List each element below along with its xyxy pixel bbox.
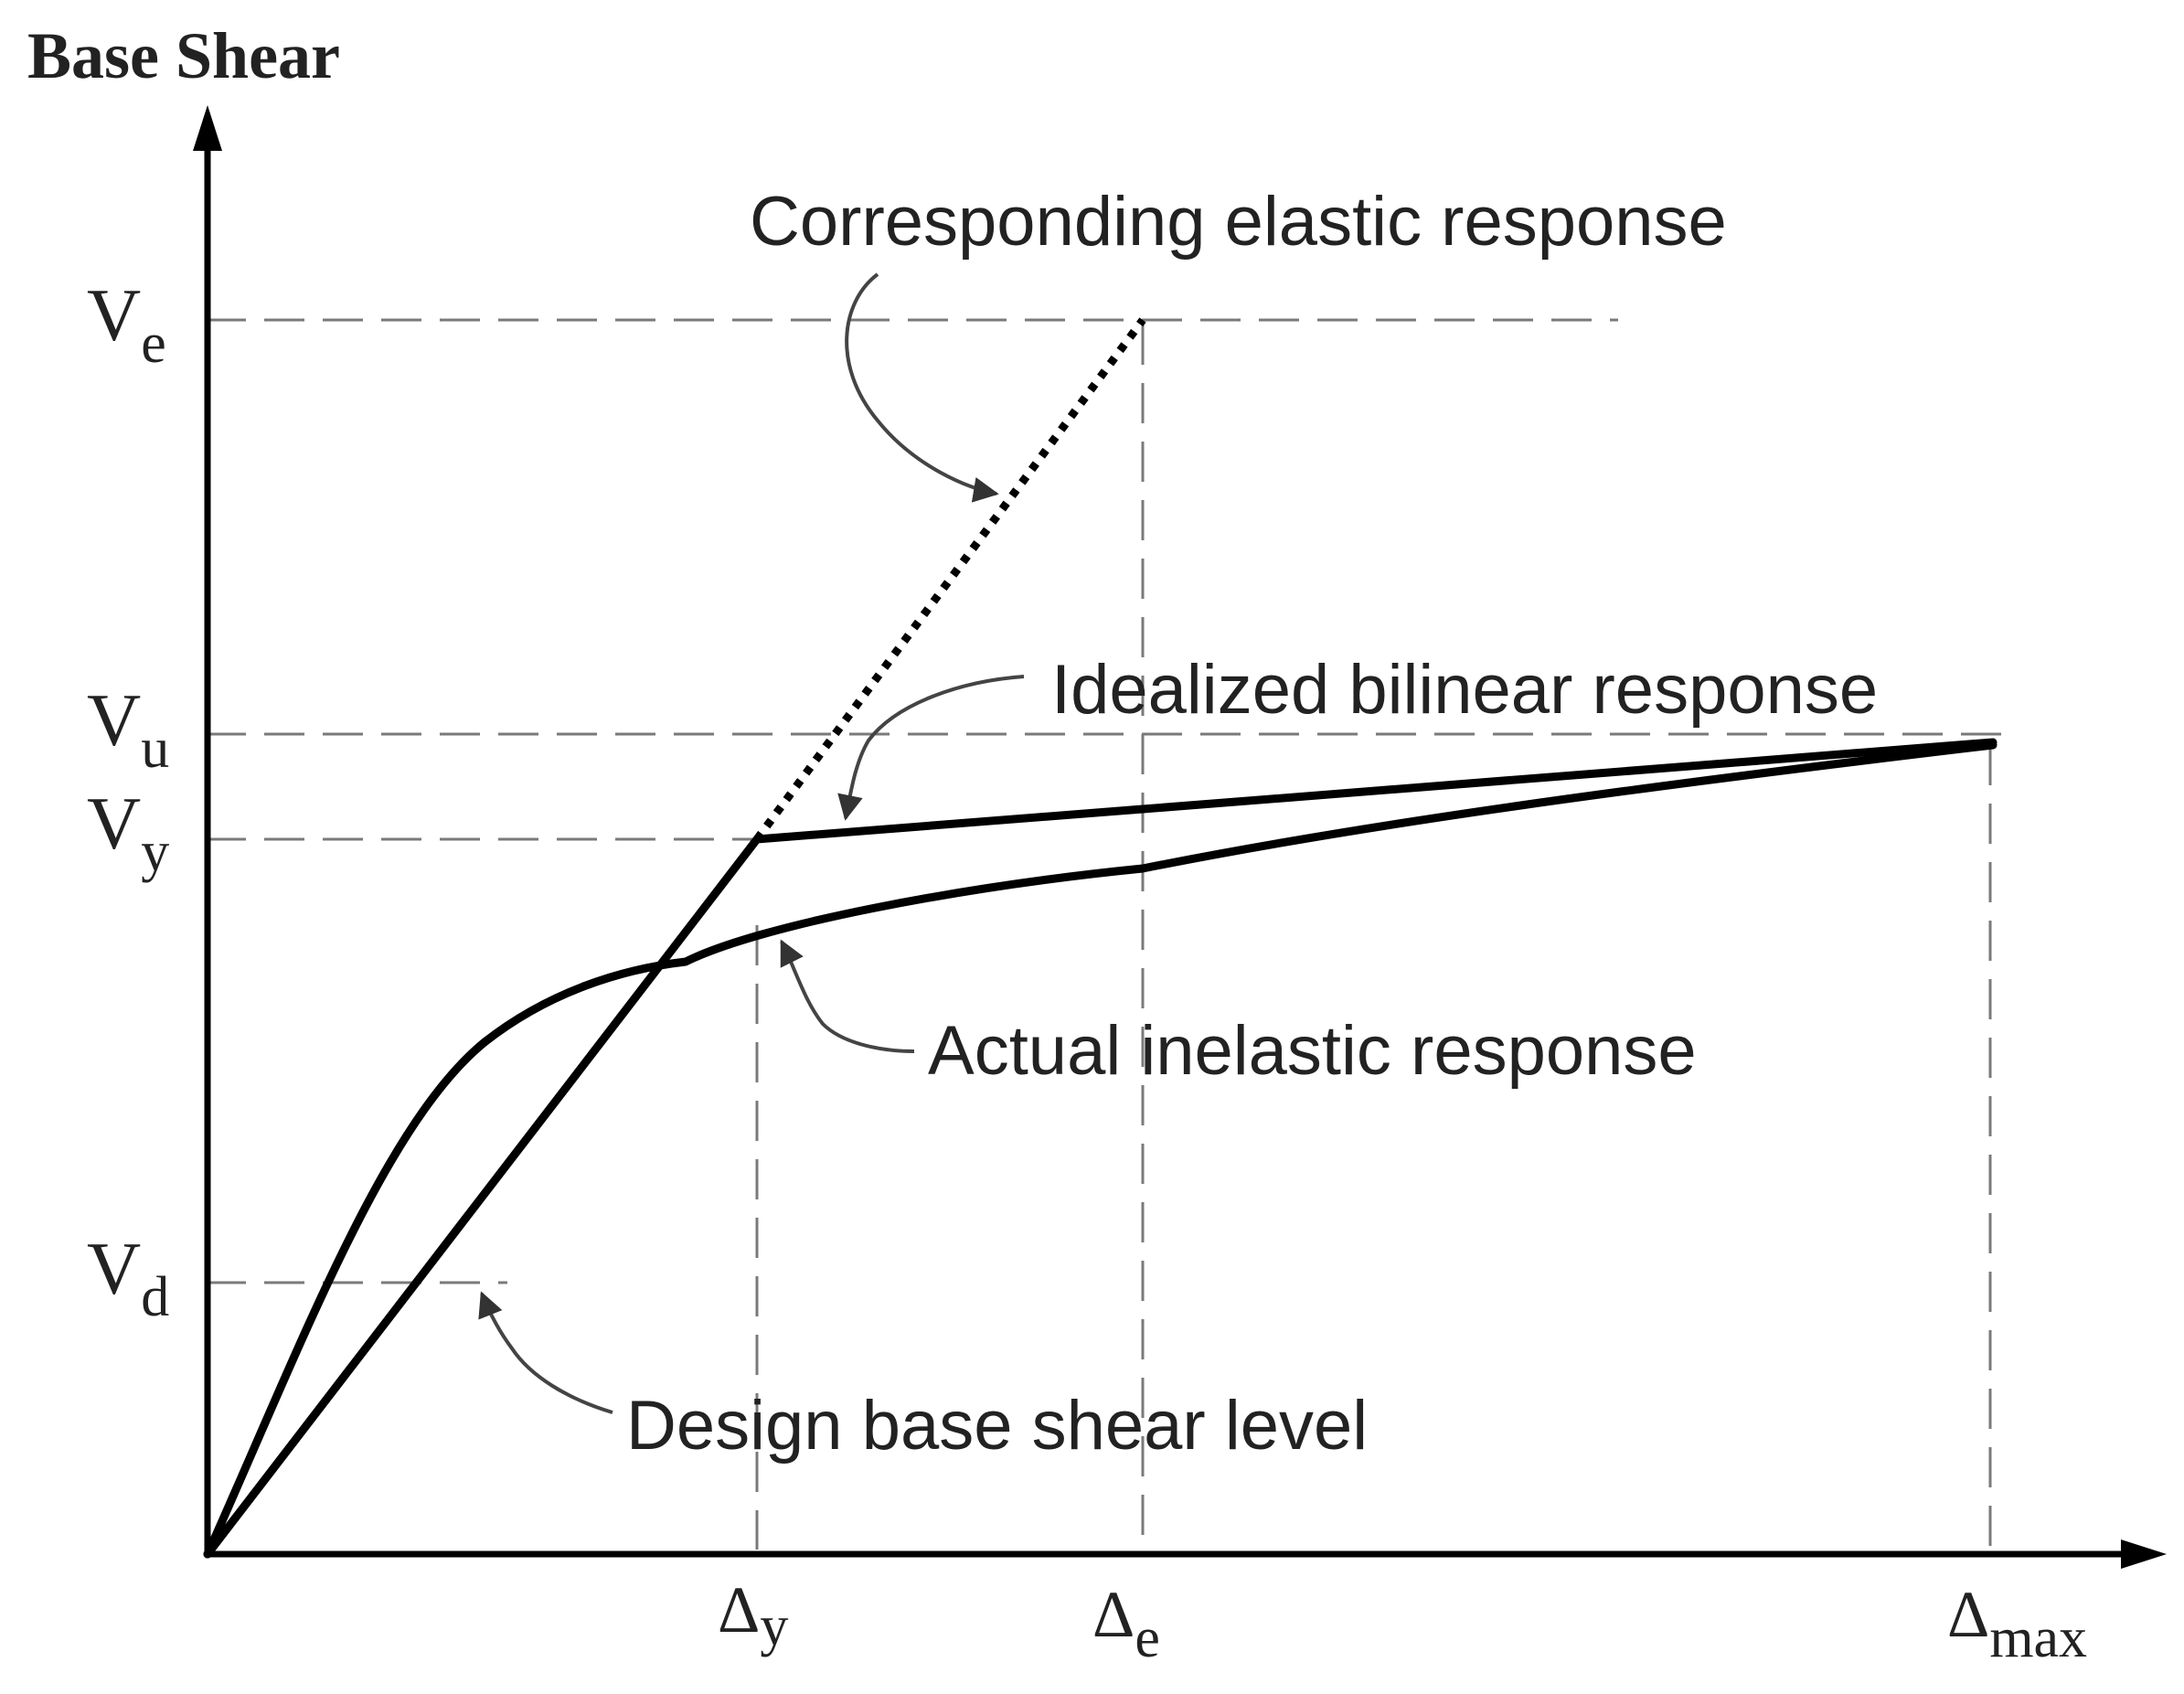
y-axis-arrow-icon [193,105,222,151]
bilinear-leader [837,675,1025,821]
actual-inelastic-response-curve [203,740,1998,1559]
vu-label: Vu [87,678,169,780]
axes [193,105,2167,1569]
inelastic-leader [780,939,915,1053]
design-leader [478,1291,613,1414]
guide-lines [206,318,2011,1550]
dy-label: Δy [718,1573,788,1657]
inelastic-annotation: Actual inelastic response [928,1012,1697,1090]
idealized-bilinear-response-curve [203,738,1998,1559]
ve-label: Ve [87,273,166,375]
vd-label: Vd [87,1227,169,1328]
y-axis-title: Base Shear [27,19,340,92]
elastic-annotation: Corresponding elastic response [750,183,1727,261]
x-axis-arrow-icon [2121,1540,2167,1569]
design-annotation: Design base shear level [626,1387,1368,1465]
bilinear-annotation: Idealized bilinear response [1051,651,1878,729]
vy-label: Vy [87,782,169,883]
de-label: Δe [1092,1578,1160,1669]
elastic-response-line [753,317,1146,842]
dmax-label: Δmax [1947,1578,2087,1669]
elastic-leader [845,272,999,503]
